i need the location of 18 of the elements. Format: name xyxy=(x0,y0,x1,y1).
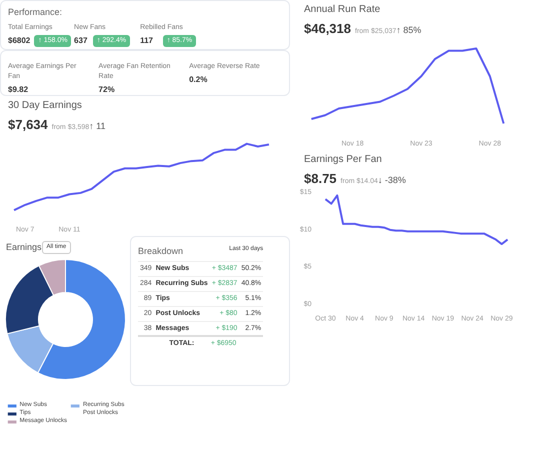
chart-title: Earnings xyxy=(6,241,42,254)
chart-title: Earnings Per Fan xyxy=(304,153,383,167)
data-label: 0.2% xyxy=(189,74,208,86)
text: ↑ 85% xyxy=(396,24,422,38)
text: $7,634 xyxy=(8,116,48,134)
data-label: 637 xyxy=(74,35,88,47)
text: ↓ -38% xyxy=(378,174,406,188)
data-label: 117 xyxy=(140,35,153,47)
text: Breakdown xyxy=(138,245,184,258)
data-label: 72% xyxy=(98,84,115,96)
chart-title: Annual Run Rate xyxy=(304,3,382,17)
data-label: $6802 xyxy=(8,35,30,47)
text: Performance: xyxy=(8,6,64,19)
text: ↑ 11 xyxy=(89,120,106,134)
text: $8.75 xyxy=(304,170,337,188)
text: $46,318 xyxy=(304,20,351,38)
chart-title: 30 Day Earnings xyxy=(8,99,83,113)
data-label: $9.82 xyxy=(8,84,28,96)
